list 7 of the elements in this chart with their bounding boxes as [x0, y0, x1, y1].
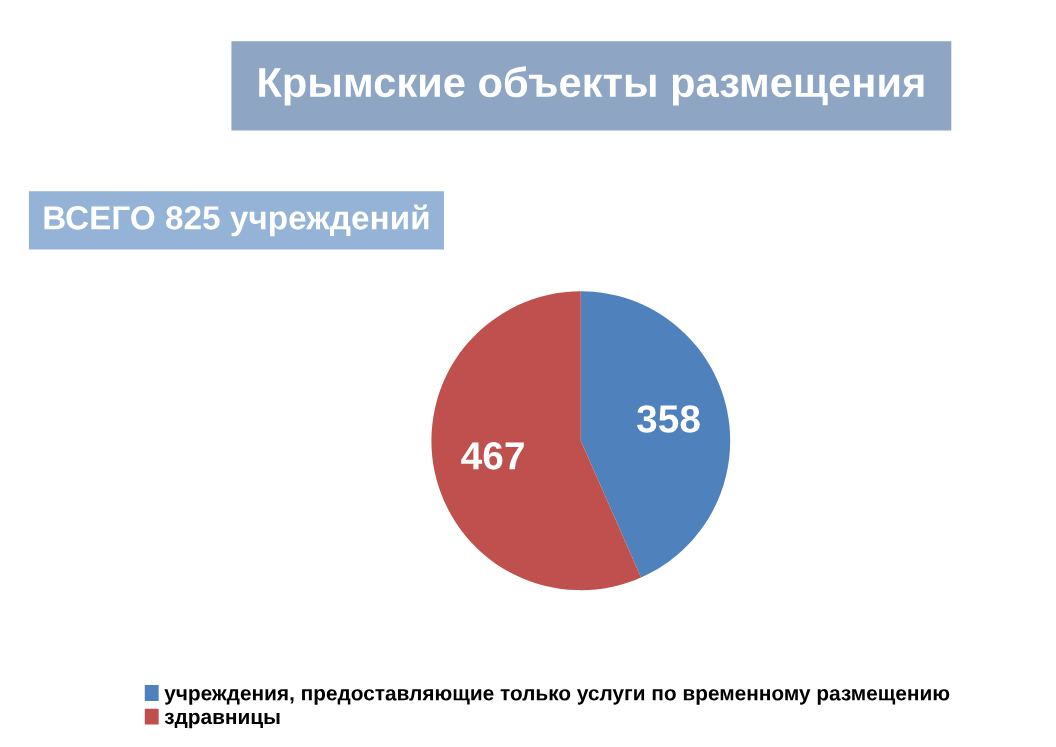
chart-subtitle: ВСЕГО 825 учреждений: [44, 204, 429, 237]
data-label: 358: [636, 405, 700, 433]
chart-title: Крымские объекты размещения: [259, 66, 924, 106]
legend-label: учреждения, предоставляющие только услуги по временному размещению: [164, 689, 950, 705]
data-label: 467: [461, 442, 524, 470]
pie-slice: [580, 291, 731, 578]
legend-label: здравницы: [164, 712, 280, 729]
